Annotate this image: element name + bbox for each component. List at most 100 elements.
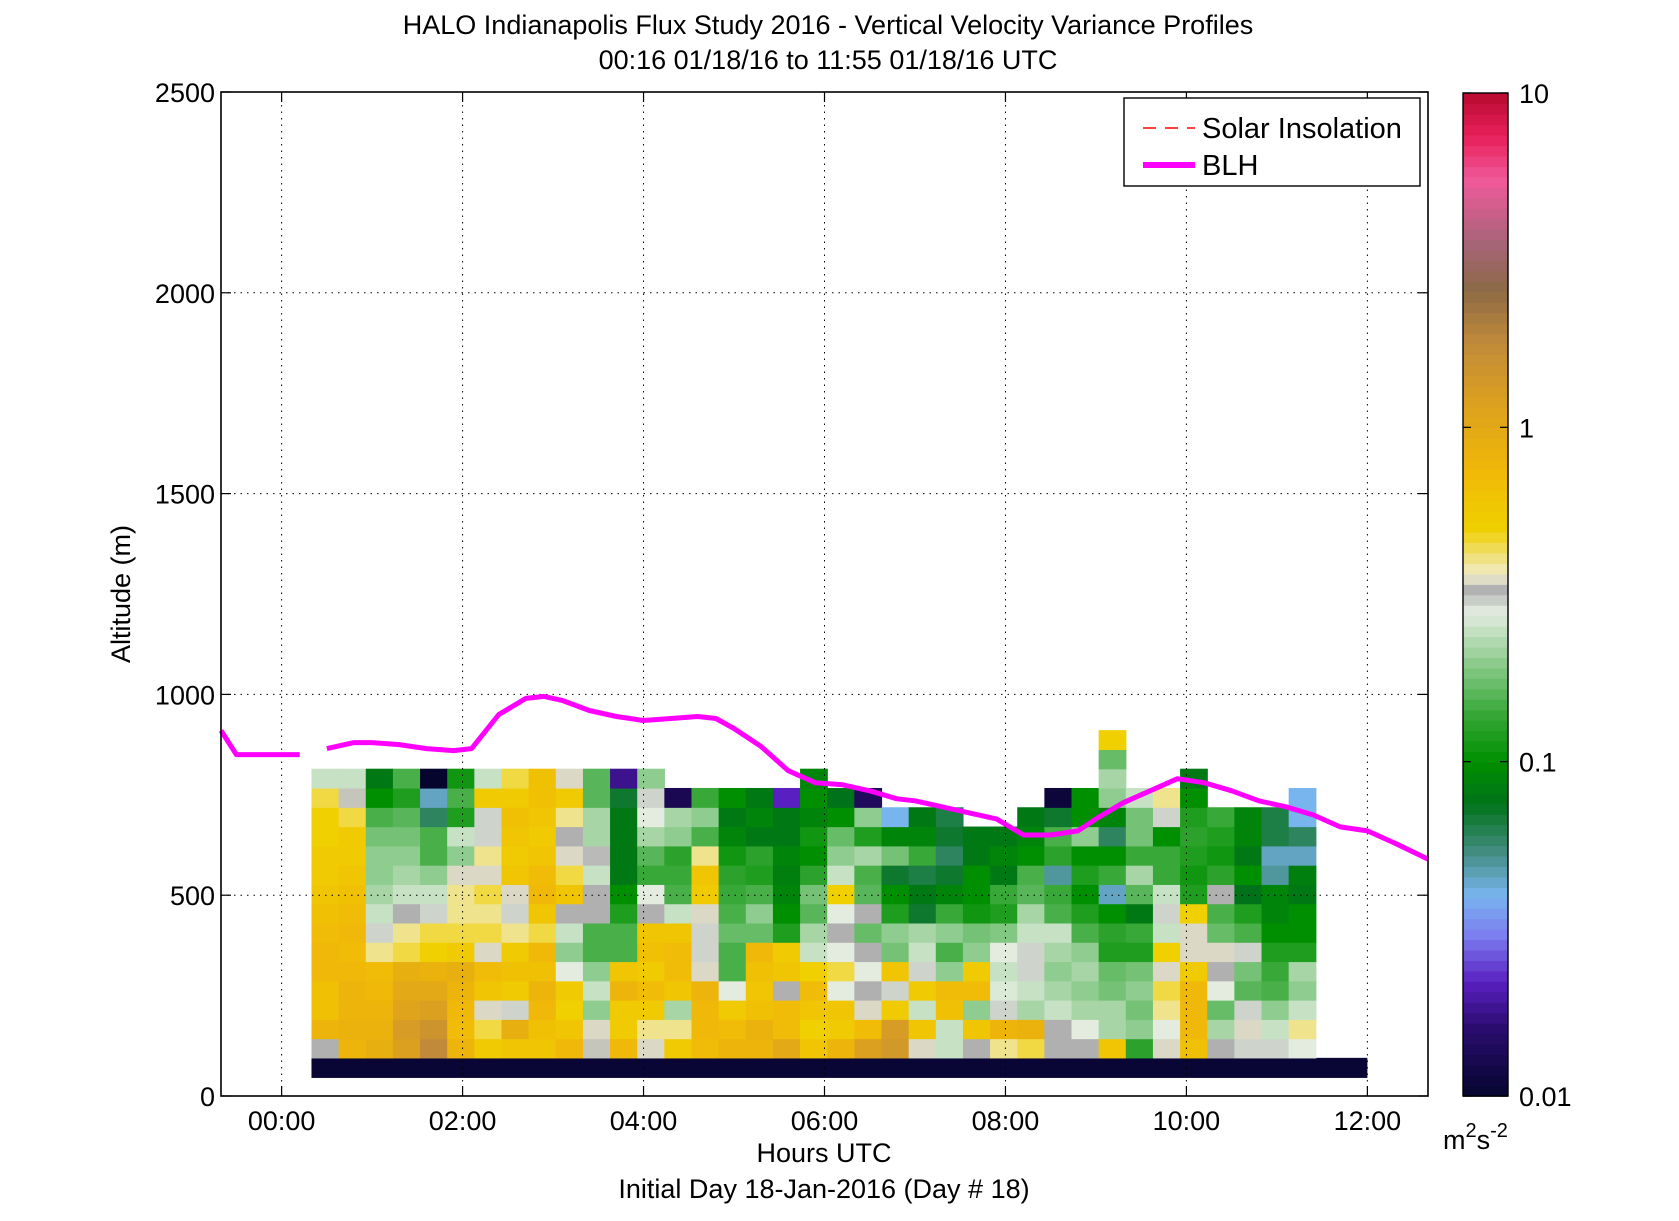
- heatmap-cell: [555, 1000, 584, 1020]
- colorbar-band: [1463, 646, 1508, 658]
- colorbar-band: [1463, 897, 1508, 909]
- heatmap-cell: [392, 980, 421, 1001]
- heatmap-cell: [1098, 922, 1127, 943]
- colorbar-band: [1463, 448, 1508, 460]
- heatmap-cell: [338, 1019, 367, 1040]
- heatmap-cell: [935, 865, 964, 885]
- x-tick-label: 04:00: [610, 1106, 678, 1136]
- colorbar-band: [1463, 761, 1508, 773]
- heatmap-cell: [420, 1038, 448, 1059]
- colorbar-band: [1463, 406, 1508, 418]
- heatmap-cell: [1017, 865, 1045, 885]
- colorbar-band: [1463, 260, 1508, 272]
- heatmap-cell: [447, 980, 475, 1001]
- colorbar-band: [1463, 803, 1508, 815]
- heatmap-cell: [365, 1000, 394, 1020]
- heatmap-cell: [1152, 903, 1181, 924]
- colorbar-band: [1463, 176, 1508, 188]
- heatmap-cell: [365, 922, 394, 943]
- heatmap-cell: [745, 922, 774, 943]
- heatmap-cell: [474, 942, 503, 963]
- x-axis-ticks: 00:00 02:00 04:00 06:00 08:00 10:00 12:00: [248, 92, 1401, 1136]
- heatmap-cell: [800, 1000, 828, 1020]
- heatmap-cell: [745, 807, 774, 828]
- heatmap-cell: [881, 807, 910, 828]
- heatmap-cell: [1017, 807, 1045, 828]
- heatmap-cell: [474, 903, 503, 924]
- heatmap-cell: [745, 865, 774, 885]
- colorbar-band: [1463, 437, 1508, 450]
- colorbar-band: [1463, 270, 1508, 282]
- heatmap-cell: [338, 1000, 367, 1020]
- heatmap-cell: [311, 903, 340, 924]
- heatmap-cell: [1180, 807, 1208, 828]
- heatmap-cell: [1044, 903, 1073, 924]
- heatmap-cell: [908, 1000, 937, 1020]
- heatmap-cell: [1098, 1038, 1127, 1059]
- heatmap-cell: [664, 807, 693, 828]
- heatmap-cell: [392, 884, 421, 905]
- heatmap-cell: [501, 768, 530, 789]
- heatmap-cell: [474, 1000, 503, 1020]
- heatmap-cell: [1261, 807, 1290, 828]
- heatmap-cell: [1207, 1000, 1235, 1020]
- heatmap-cell: [1152, 1019, 1181, 1040]
- heatmap-cell: [1180, 884, 1208, 905]
- heatmap-cell: [1017, 903, 1045, 924]
- heatmap-cell: [501, 787, 530, 808]
- heatmap-cell: [1207, 807, 1235, 828]
- heatmap-cell: [881, 865, 910, 885]
- colorbar-band: [1463, 375, 1508, 387]
- heatmap-cell: [800, 826, 828, 847]
- heatmap-cell: [338, 768, 367, 789]
- colorbar-band: [1463, 991, 1508, 1003]
- heatmap-cell: [718, 845, 747, 866]
- heatmap-cell: [637, 807, 665, 828]
- colorbar-band: [1463, 782, 1508, 794]
- heatmap-cell: [664, 922, 693, 943]
- heatmap-cell: [1207, 942, 1235, 963]
- heatmap-cell: [338, 961, 367, 982]
- heatmap-cell: [1125, 922, 1154, 943]
- heatmap-cell: [691, 884, 720, 905]
- heatmap-cell: [827, 903, 855, 924]
- heatmap-cell: [854, 1019, 883, 1040]
- heatmap-cell: [365, 961, 394, 982]
- heatmap-cell: [447, 845, 475, 866]
- heatmap-cell: [1207, 1019, 1235, 1040]
- heatmap-cell: [1180, 980, 1208, 1001]
- heatmap-cell: [392, 865, 421, 885]
- heatmap-cell: [745, 1038, 774, 1059]
- heatmap-cell: [664, 980, 693, 1001]
- heatmap-cell: [718, 787, 747, 808]
- colorbar-band: [1463, 907, 1508, 920]
- heatmap-cell: [1234, 807, 1263, 828]
- heatmap-cell: [772, 961, 801, 982]
- heatmap-cell: [800, 961, 828, 982]
- heatmap-cell: [474, 1038, 503, 1059]
- heatmap-cell: [745, 961, 774, 982]
- heatmap-cell: [664, 884, 693, 905]
- heatmap-cell: [908, 884, 937, 905]
- colorbar-band: [1463, 354, 1508, 366]
- heatmap-cell: [1180, 787, 1208, 808]
- heatmap-cell: [1098, 845, 1127, 866]
- heatmap-cell: [908, 961, 937, 982]
- colorbar-unit-label: m2s-2: [1443, 1120, 1508, 1155]
- heatmap-cell: [1261, 942, 1290, 963]
- heatmap-cell: [1180, 865, 1208, 885]
- heatmap-cell: [1017, 845, 1045, 866]
- heatmap-cell: [365, 845, 394, 866]
- heatmap-cell: [582, 865, 611, 885]
- heatmap-cell: [501, 903, 530, 924]
- heatmap-cell: [800, 807, 828, 828]
- heatmap-cell: [420, 807, 448, 828]
- heatmap-cell: [1152, 922, 1181, 943]
- heatmap-cell: [1017, 884, 1045, 905]
- heatmap-cell: [311, 942, 340, 963]
- heatmap-cell: [1044, 961, 1073, 982]
- heatmap-cell: [1180, 1019, 1208, 1040]
- heatmap-cell: [1288, 922, 1317, 943]
- heatmap-cell: [962, 922, 991, 943]
- heatmap-cell: [718, 807, 747, 828]
